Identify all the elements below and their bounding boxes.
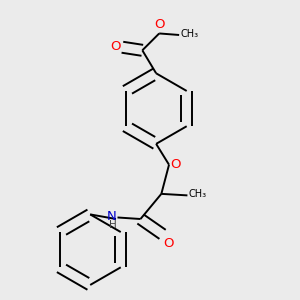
Text: CH₃: CH₃ (181, 29, 199, 39)
Text: O: O (154, 18, 164, 31)
Text: N: N (107, 210, 117, 224)
Text: O: O (110, 40, 121, 53)
Text: O: O (164, 237, 174, 250)
Text: H: H (109, 220, 117, 230)
Text: CH₃: CH₃ (189, 190, 207, 200)
Text: O: O (170, 158, 181, 171)
